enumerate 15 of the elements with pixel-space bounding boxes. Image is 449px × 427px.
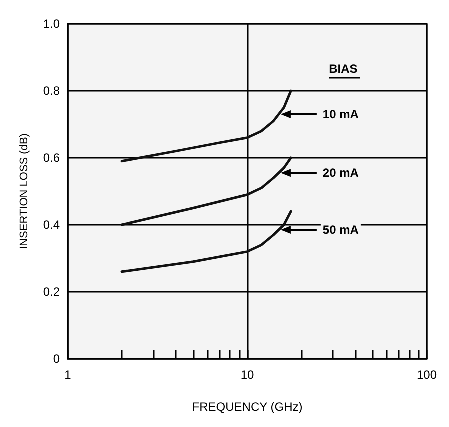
y-tick-label: 1.0	[43, 17, 60, 31]
text: 10 mA	[322, 107, 360, 122]
y-axis-title: INSERTION LOSS (dB)	[18, 134, 30, 250]
x-tick-label: 1	[64, 368, 72, 382]
y-tick-label: 0.6	[43, 151, 60, 165]
y-tick-label: 0.4	[43, 218, 60, 232]
text: 50 mA	[322, 223, 360, 238]
x-axis-title: FREQUENCY (GHz)	[192, 400, 303, 414]
y-tick-label: 0	[53, 352, 60, 366]
legend-title: BIAS	[329, 62, 358, 76]
x-tick-label: 10	[240, 368, 254, 382]
y-tick-label: 0.2	[43, 285, 60, 299]
y-tick-label: 0.8	[43, 84, 60, 98]
text: 20 mA	[322, 166, 360, 180]
x-tick-label: 100	[416, 368, 438, 382]
